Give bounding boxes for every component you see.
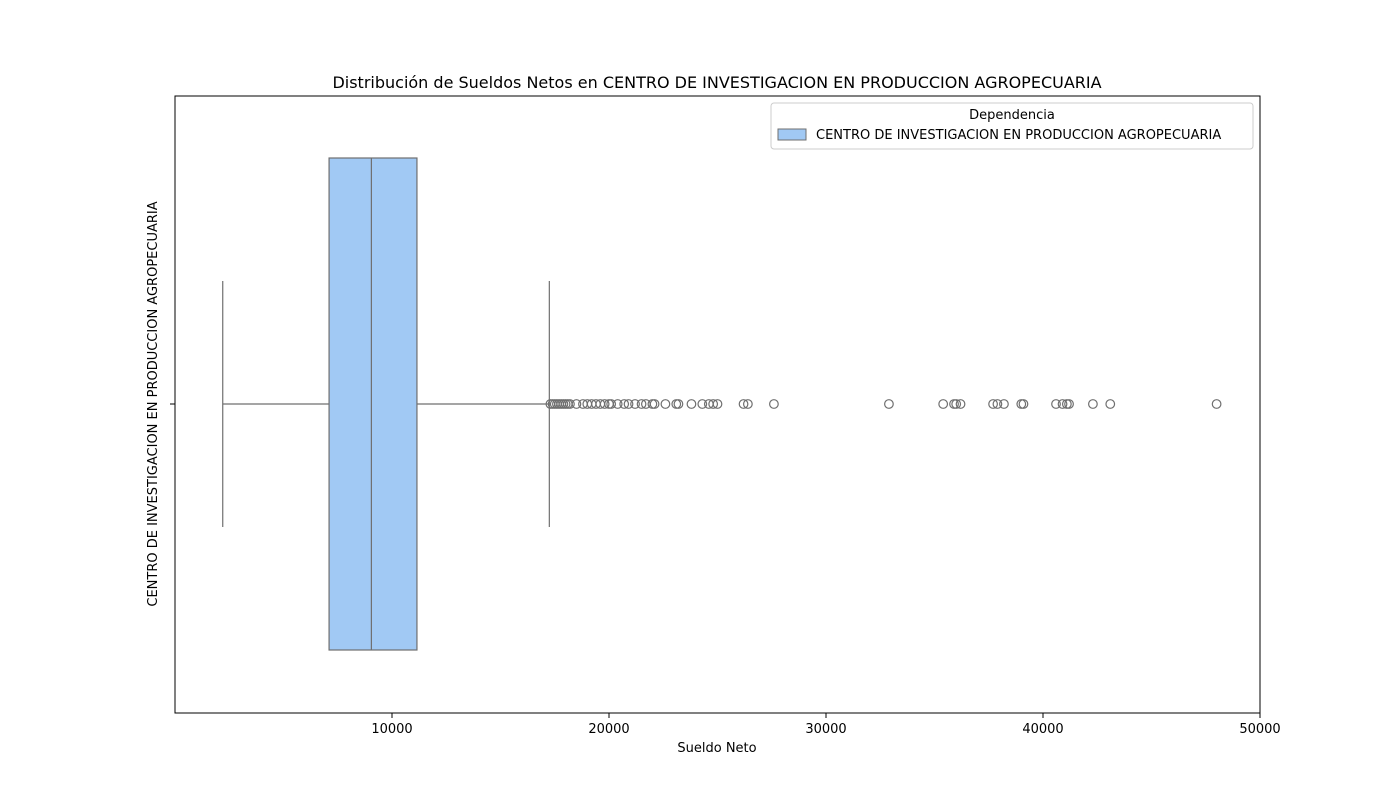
outlier-point (769, 399, 779, 409)
outlier-point (636, 399, 647, 409)
legend-frame (770, 102, 1254, 150)
outlier-point (1018, 399, 1029, 409)
outlier-point (565, 399, 575, 409)
outlier-point (708, 399, 719, 409)
outlier-point (571, 399, 582, 409)
outlier-point (955, 399, 966, 409)
outlier-point (630, 399, 640, 409)
outlier-point (599, 399, 610, 409)
legend-title: Dependencia (969, 108, 1055, 123)
outlier-point (738, 399, 749, 409)
outlier-point (992, 399, 1003, 409)
outlier-point (660, 399, 671, 409)
axes: 10000 20000 30000 40000 50000 (170, 403, 1281, 737)
outlier-point (951, 399, 962, 409)
outlier-point (686, 399, 697, 409)
x-tick-label: 20000 (588, 722, 629, 737)
outlier-point (938, 399, 949, 409)
chart-title: Distribución de Sueldos Netos en CENTRO … (332, 73, 1101, 92)
outlier-point (623, 399, 634, 409)
outlier-point (1057, 399, 1068, 409)
outlier-point (606, 399, 617, 409)
x-axis-label: Sueldo Neto (677, 741, 756, 756)
box-iqr (328, 157, 418, 651)
outlier-point (999, 399, 1009, 409)
outlier-point (649, 399, 660, 409)
legend-swatch (777, 128, 807, 141)
outlier-point (697, 399, 708, 409)
plot-area (222, 157, 1222, 651)
outlier-point (742, 399, 753, 409)
outlier-point (988, 399, 998, 409)
outlier-point (619, 399, 630, 409)
outlier-point (1064, 399, 1074, 409)
outlier-point (1105, 399, 1116, 409)
x-tick-label: 50000 (1239, 722, 1280, 737)
legend-entry-label: CENTRO DE INVESTIGACION EN PRODUCCION AG… (816, 128, 1221, 143)
outlier-point (1211, 399, 1222, 409)
x-tick-label: 10000 (371, 722, 412, 737)
outlier-point (884, 399, 894, 409)
outlier-point (1051, 399, 1061, 409)
outlier-point (673, 399, 684, 409)
outlier-point (712, 399, 723, 409)
y-axis-label: CENTRO DE INVESTIGACION EN PRODUCCION AG… (146, 201, 161, 606)
x-tick-label: 30000 (805, 722, 846, 737)
outlier-point (612, 399, 623, 409)
legend: Dependencia CENTRO DE INVESTIGACION EN P… (770, 102, 1254, 150)
outlier-point (1088, 399, 1098, 409)
x-tick-label: 40000 (1022, 722, 1063, 737)
